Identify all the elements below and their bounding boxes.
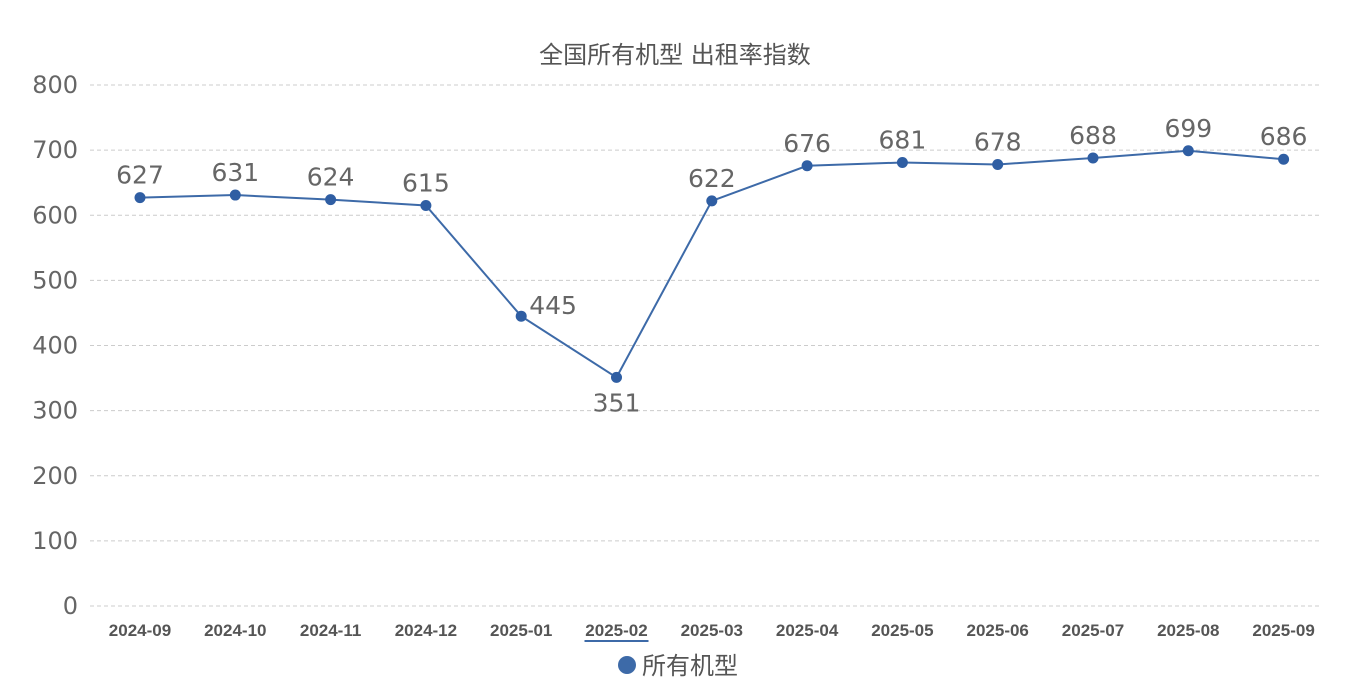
data-label: 351 bbox=[593, 388, 641, 417]
x-tick-label: 2025-06 bbox=[967, 621, 1029, 640]
y-tick-label: 0 bbox=[63, 592, 78, 620]
data-point[interactable] bbox=[1087, 152, 1099, 164]
y-tick-label: 600 bbox=[32, 201, 78, 229]
legend[interactable]: 所有机型 bbox=[618, 652, 738, 680]
x-tick-label: 2024-10 bbox=[204, 621, 266, 640]
y-tick-label: 100 bbox=[32, 527, 78, 555]
series-layer bbox=[134, 145, 1290, 383]
x-tick-label: 2025-02 bbox=[585, 621, 647, 640]
data-point[interactable] bbox=[229, 189, 241, 201]
x-tick-label: 2025-07 bbox=[1062, 621, 1124, 640]
legend-label: 所有机型 bbox=[642, 652, 738, 680]
y-tick-label: 300 bbox=[32, 397, 78, 425]
data-label: 627 bbox=[116, 161, 164, 190]
legend-marker-icon bbox=[618, 656, 636, 674]
y-tick-label: 700 bbox=[32, 136, 78, 164]
x-tick-label: 2025-05 bbox=[871, 621, 933, 640]
y-tick-label: 400 bbox=[32, 332, 78, 360]
data-label: 678 bbox=[974, 127, 1022, 156]
data-point[interactable] bbox=[801, 160, 813, 172]
data-point[interactable] bbox=[325, 194, 337, 206]
y-tick-label: 500 bbox=[32, 266, 78, 294]
x-tick-label: 2024-11 bbox=[300, 621, 361, 640]
data-point[interactable] bbox=[992, 158, 1004, 170]
data-label: 445 bbox=[529, 291, 577, 320]
data-label: 615 bbox=[402, 168, 450, 197]
x-tick-label: 2025-03 bbox=[681, 621, 743, 640]
y-tick-label: 200 bbox=[32, 462, 78, 490]
data-point[interactable] bbox=[1278, 153, 1290, 165]
y-axis: 0 100 200 300 400 500 600 700 800 bbox=[32, 71, 78, 620]
data-point[interactable] bbox=[611, 371, 622, 383]
x-tick-label: 2025-04 bbox=[776, 621, 839, 640]
x-tick-label: 2024-12 bbox=[395, 621, 457, 640]
x-tick-label: 2024-09 bbox=[109, 621, 171, 640]
data-labels: 627 631 624 615 445 351 622 676 681 678 688 699 686 bbox=[116, 114, 1307, 418]
data-point[interactable] bbox=[706, 195, 718, 207]
x-tick-label: 2025-09 bbox=[1252, 621, 1314, 640]
x-tick-label: 2025-01 bbox=[490, 621, 552, 640]
data-point[interactable] bbox=[1182, 145, 1194, 157]
data-point[interactable] bbox=[420, 199, 432, 211]
data-label: 686 bbox=[1260, 122, 1308, 151]
chart-title: 全国所有机型 出租率指数 bbox=[539, 41, 811, 69]
data-label: 631 bbox=[211, 158, 259, 187]
y-tick-label: 800 bbox=[32, 71, 78, 99]
data-point[interactable] bbox=[896, 156, 908, 168]
data-label: 624 bbox=[307, 163, 355, 192]
data-label: 676 bbox=[783, 129, 831, 158]
data-label: 699 bbox=[1164, 114, 1212, 143]
data-label: 622 bbox=[688, 164, 736, 193]
gridlines bbox=[90, 84, 1322, 607]
data-label: 688 bbox=[1069, 121, 1117, 150]
x-axis: 2024-09 2024-10 2024-11 2024-12 2025-01 2025-… bbox=[109, 621, 1315, 642]
data-point[interactable] bbox=[134, 192, 146, 204]
data-point[interactable] bbox=[515, 310, 527, 322]
x-tick-label: 2025-08 bbox=[1157, 621, 1219, 640]
data-label: 681 bbox=[879, 125, 927, 154]
